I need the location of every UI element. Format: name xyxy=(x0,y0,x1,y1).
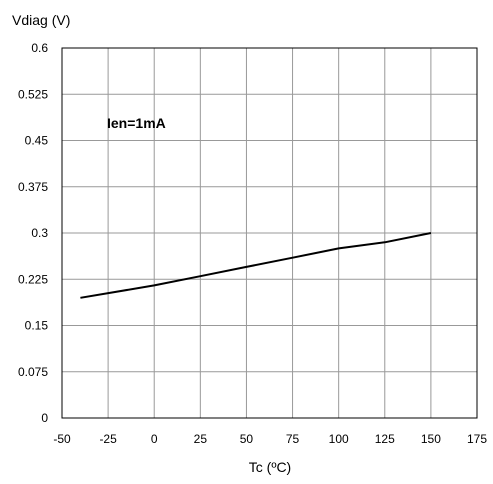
x-tick-labels: -50 -25 0 25 50 75 100 125 150 175 xyxy=(53,432,487,446)
plot-frame xyxy=(61,47,478,419)
grid xyxy=(62,48,477,418)
x-tick-label: 50 xyxy=(240,432,254,446)
x-tick-label: 125 xyxy=(375,432,395,446)
y-tick-labels: 0 0.075 0.15 0.225 0.3 0.375 0.45 0.525 0.6 xyxy=(18,41,48,425)
series-layer xyxy=(80,232,432,299)
x-tick-label: 100 xyxy=(329,432,349,446)
y-tick-label: 0.15 xyxy=(25,319,49,333)
y-tick-label: 0.075 xyxy=(18,365,48,379)
y-tick-label: 0.375 xyxy=(18,180,48,194)
x-tick-label: 25 xyxy=(194,432,208,446)
x-tick-label: -50 xyxy=(53,432,71,446)
x-axis-label: Tc (ºC) xyxy=(249,459,291,475)
y-tick-label: 0.6 xyxy=(31,41,48,55)
y-tick-label: 0.225 xyxy=(18,272,48,286)
y-tick-label: 0.45 xyxy=(25,134,49,148)
annotation-label: Ien=1mA xyxy=(107,115,166,131)
y-axis-label: Vdiag (V) xyxy=(12,12,70,28)
x-tick-label: 75 xyxy=(286,432,300,446)
y-tick-label: 0.3 xyxy=(31,226,48,240)
series-line xyxy=(80,232,432,299)
y-tick-label: 0.525 xyxy=(18,87,48,101)
x-tick-label: -25 xyxy=(99,432,117,446)
x-tick-label: 150 xyxy=(421,432,441,446)
x-tick-label: 175 xyxy=(467,432,487,446)
y-tick-label: 0 xyxy=(41,411,48,425)
x-tick-label: 0 xyxy=(151,432,158,446)
